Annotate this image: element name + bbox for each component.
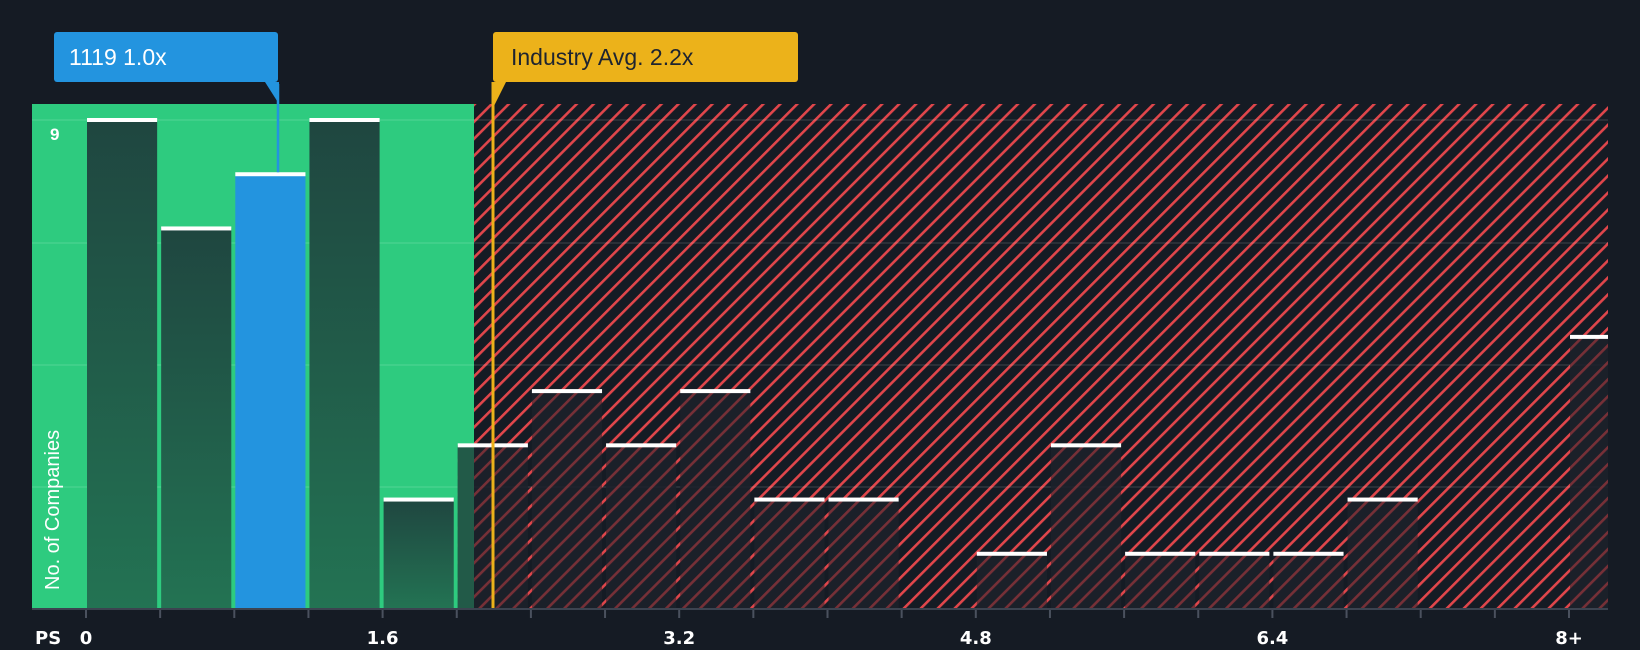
histogram-bars	[87, 118, 1608, 608]
x-tick-label: 6.4	[1256, 628, 1289, 649]
x-axis-prefix: PS	[35, 628, 62, 649]
histogram-bar	[680, 391, 751, 608]
bar-top-cap	[235, 172, 306, 177]
bar-top-cap	[1199, 551, 1270, 556]
bar-top-cap	[161, 226, 232, 231]
x-tick-label: 8+	[1555, 628, 1583, 649]
histogram-bar	[754, 499, 825, 608]
histogram-bar	[976, 553, 1047, 608]
x-tick-label: 0	[79, 628, 93, 649]
y-tick-max: 9	[50, 125, 60, 144]
bar-top-cap	[1273, 551, 1344, 556]
bar-top-cap	[309, 118, 380, 122]
histogram-bar	[309, 120, 380, 608]
bar-top-cap	[1570, 334, 1608, 339]
histogram-bar	[1273, 553, 1344, 608]
bar-top-cap	[1125, 551, 1196, 556]
x-tick-label: 1.6	[366, 628, 399, 649]
bar-top-cap	[383, 497, 454, 502]
x-tick-label: 3.2	[663, 628, 696, 649]
y-axis-label: No. of Companies	[42, 429, 64, 590]
histogram-bar	[383, 499, 454, 608]
histogram-bar	[828, 499, 899, 608]
bar-top-cap	[1347, 497, 1418, 502]
bar-top-cap	[976, 551, 1047, 556]
histogram-bar	[606, 445, 677, 608]
histogram-bar	[161, 228, 232, 608]
histogram-bar	[87, 120, 158, 608]
x-tick-label: 4.8	[959, 628, 992, 649]
histogram-bar	[1199, 553, 1270, 608]
bar-top-cap	[680, 389, 751, 394]
histogram-bar	[1347, 499, 1418, 608]
industry-average-callout: Industry Avg. 2.2x	[493, 32, 798, 82]
bar-top-cap	[754, 497, 825, 502]
company-ps-callout: 1119 1.0x	[54, 32, 278, 82]
bar-top-cap	[606, 443, 677, 448]
bar-top-cap	[828, 497, 899, 502]
company-callout-pointer	[265, 82, 279, 104]
histogram-bar	[1570, 336, 1608, 608]
bar-top-cap	[87, 118, 158, 122]
bar-top-cap	[531, 389, 603, 394]
histogram-bar	[531, 391, 603, 608]
x-axis	[32, 608, 1608, 618]
industry-callout-pointer	[492, 82, 506, 110]
histogram-bar-green-part	[457, 445, 474, 608]
histogram-bar	[235, 174, 306, 608]
bar-top-cap	[1050, 443, 1122, 448]
histogram-bar	[1125, 553, 1196, 608]
histogram-bar	[1050, 445, 1122, 608]
markers	[265, 82, 506, 608]
